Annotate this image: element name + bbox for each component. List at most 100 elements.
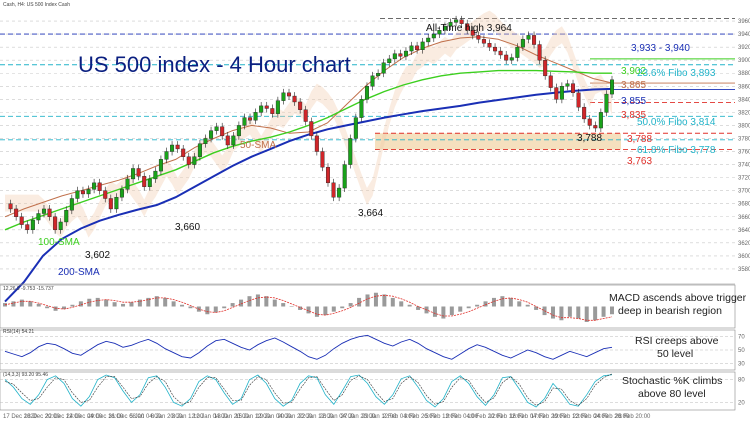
candle-body [75, 190, 80, 199]
candle-body [103, 190, 108, 199]
macd-bar [466, 306, 471, 309]
annotation-fibo-500: 50.0% Fibo 3,814 [637, 117, 716, 128]
macd-bar [247, 296, 252, 307]
candle-body [30, 219, 35, 231]
macd-bar [483, 301, 488, 307]
candle-body [493, 46, 498, 52]
macd-bar [213, 306, 218, 313]
macd-bar [567, 306, 572, 317]
candle-body [532, 35, 537, 45]
macd-bar [70, 304, 75, 307]
macd-bar [323, 306, 328, 316]
macd-bar [306, 306, 311, 314]
macd-bar [340, 306, 345, 309]
macd-bar [11, 301, 16, 307]
candle-body [47, 208, 52, 217]
macd-bar [121, 303, 126, 307]
macd-bar [230, 303, 235, 307]
candle-body [537, 44, 542, 61]
macd-bar [593, 306, 598, 321]
x-tick-label: 16 Feb 04:00 [509, 414, 545, 420]
candle-body [64, 210, 69, 223]
candle-body [14, 208, 19, 217]
annotation-fibo-236: 23.6% Fibo 3,893 [637, 68, 716, 79]
y-tick-label: 3880 [738, 71, 750, 77]
candle-body [309, 121, 314, 137]
candle-body [114, 196, 119, 210]
candle-body [426, 37, 431, 43]
candle-body [164, 151, 169, 160]
candle-body [420, 41, 425, 50]
candle-body [376, 73, 381, 77]
y-tick-label: 3820 [738, 110, 750, 116]
candle-body [131, 168, 136, 180]
candle-body [403, 50, 408, 57]
x-tick-label: 26 Jan 04:00 [320, 414, 355, 420]
annotation-3855: 3,855 [621, 96, 646, 107]
x-tick-label: 9 Feb 04:00 [446, 414, 479, 420]
macd-bar [87, 298, 92, 307]
x-tick-label: 24 Feb 20:00 [594, 414, 630, 420]
macd-bar [171, 301, 176, 307]
candle-body [41, 208, 46, 214]
macd-bar [112, 302, 117, 307]
candle-body [147, 178, 152, 187]
candle-body [275, 100, 280, 114]
x-tick-label: 10 Feb 20:00 [467, 414, 503, 420]
level-lines [0, 17, 735, 151]
x-tick-label: 24 Dec 04:00 [66, 414, 102, 420]
candle-body [320, 151, 325, 168]
sma200-line [4, 87, 613, 303]
candle-body [465, 23, 470, 31]
macd-bar [491, 297, 496, 307]
macd-bar [610, 306, 614, 315]
annotation-fibo-618: 61.8% Fibo 3,778 [637, 145, 716, 156]
macd-bar [19, 299, 24, 307]
y-tick-label: 3940 [738, 32, 750, 38]
x-tick-label: 23 Feb 04:00 [573, 414, 609, 420]
x-tick-label: 27 Jan 20:00 [341, 414, 376, 420]
candle-body [214, 126, 219, 131]
y-tick-label: 3680 [738, 202, 750, 208]
x-tick-label: 26 Feb 20:00 [615, 414, 651, 420]
macd-bar [163, 297, 168, 307]
candle-body [520, 39, 525, 48]
candle-body [409, 45, 414, 52]
annotation-ath: All-Time high 3,964 [426, 23, 512, 34]
annotation-3835: 3,835 [621, 110, 646, 121]
rsi-tick: 30 [738, 361, 745, 367]
macd-bar [95, 297, 100, 307]
macd-bar [365, 294, 370, 307]
candle-body [125, 178, 130, 190]
macd-bar [357, 297, 362, 307]
oscillator-panels [0, 283, 736, 411]
macd-bar [78, 301, 83, 307]
candle-body [136, 168, 141, 177]
candle-body [359, 99, 364, 118]
candle-body [153, 170, 158, 180]
macd-bar [53, 306, 58, 311]
x-tick-label: 19 Jan 04:00 [256, 414, 291, 420]
macd-bar [239, 299, 244, 307]
candle-body [69, 198, 74, 211]
candle-body [415, 45, 420, 50]
rsi-header: RSI(14) 54.21 [3, 329, 34, 335]
macd-bar [390, 297, 395, 307]
stoch-header: (14,3,3) 93.20 95.46 [3, 372, 48, 378]
x-tick-label: 22 Dec 12:00 [45, 414, 81, 420]
stoch-note-line1: Stochastic %K climbs [622, 375, 722, 387]
rsi-tick: 70 [738, 335, 745, 341]
ichimoku-cloud [5, 10, 612, 238]
candle-body [398, 53, 403, 57]
macd-bar [416, 306, 421, 310]
candle-body [565, 83, 570, 87]
y-tick-label: 3760 [738, 150, 750, 156]
candle-body [337, 187, 342, 198]
macd-note-line2: deep in bearish region [618, 305, 722, 317]
candle-body [142, 176, 147, 187]
macd-note-line1: MACD ascends above trigger [609, 292, 747, 304]
x-tick-label: 13 Jan 20:00 [214, 414, 249, 420]
candle-body [303, 109, 308, 122]
